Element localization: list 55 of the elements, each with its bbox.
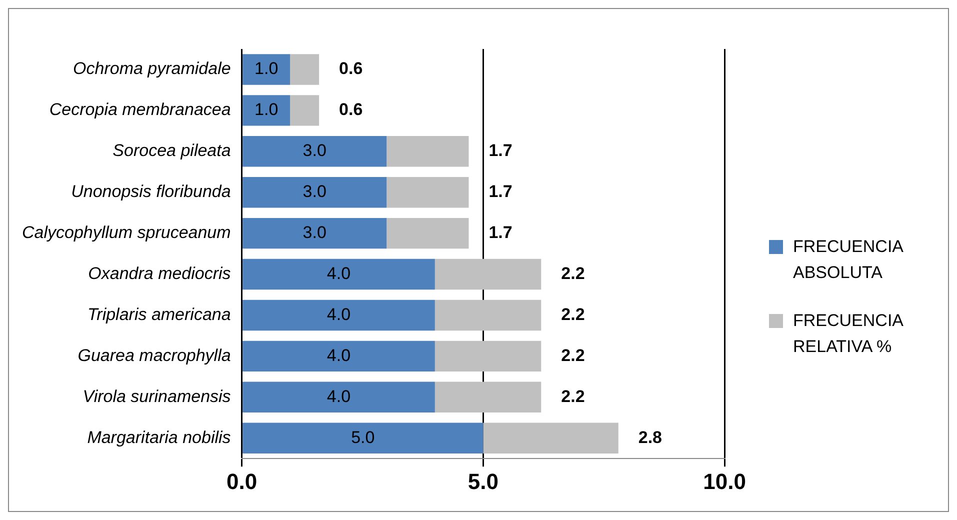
bar	[434, 340, 542, 372]
data-label: 2.2	[561, 304, 585, 324]
bar	[242, 95, 290, 126]
bar	[434, 382, 542, 413]
bar	[242, 136, 387, 167]
y-tick-label: Virola surinamensis	[82, 386, 232, 406]
bar	[386, 136, 469, 167]
data-label: 0.6	[339, 100, 363, 120]
legend-label: FRECUENCIA RELATIVA %	[793, 310, 904, 358]
bar	[386, 177, 469, 208]
data-label: 4.0	[326, 304, 351, 324]
bar	[386, 218, 469, 249]
data-label: 3.0	[302, 223, 326, 242]
data-label: 2.2	[561, 386, 585, 406]
data-label: 1.0	[254, 59, 278, 78]
y-tick-label: Sorocea pileata	[112, 141, 231, 160]
data-label: 4.0	[326, 346, 351, 365]
bar	[434, 258, 542, 290]
data-label: 3.0	[302, 182, 326, 202]
bar	[242, 340, 435, 372]
y-tick-label: Unonopsis floribunda	[71, 182, 231, 202]
data-label: 5.0	[351, 428, 375, 447]
bar	[242, 258, 435, 290]
x-tick-label: 10.0	[703, 468, 746, 494]
data-label: 1.7	[488, 141, 512, 160]
bar	[290, 95, 320, 126]
data-label: 2.8	[638, 428, 662, 447]
y-tick-label: Cecropia membranacea	[49, 100, 231, 120]
data-label: 4.0	[326, 264, 351, 283]
y-tick-label: Ochroma pyramidale	[73, 59, 231, 78]
data-label: 1.7	[488, 223, 512, 242]
bar	[242, 218, 387, 249]
y-tick-label: Margaritaria nobilis	[87, 428, 232, 447]
x-tick-label: 5.0	[468, 468, 498, 494]
bar	[242, 422, 484, 454]
data-label: 1.0	[254, 100, 278, 120]
bar	[242, 54, 290, 85]
x-tick-label: 0.0	[226, 468, 258, 494]
data-label: 2.2	[561, 346, 585, 365]
data-label: 4.0	[326, 386, 351, 406]
bar	[242, 177, 387, 208]
data-label: 3.0	[302, 141, 326, 160]
bar	[242, 382, 435, 413]
y-tick-label: Guarea macrophylla	[78, 346, 231, 365]
y-tick-label: Triplaris americana	[88, 304, 231, 324]
y-tick-label: Calycophyllum spruceanum	[22, 223, 231, 242]
data-label: 1.7	[488, 182, 512, 202]
bar	[242, 300, 435, 331]
bar	[290, 54, 320, 85]
data-label: 0.6	[339, 59, 363, 78]
data-label: 2.2	[561, 264, 585, 283]
bar	[483, 422, 618, 454]
bar	[434, 300, 542, 331]
y-tick-label: Oxandra mediocris	[88, 264, 232, 284]
legend-label: FRECUENCIA ABSOLUTA	[793, 236, 904, 284]
